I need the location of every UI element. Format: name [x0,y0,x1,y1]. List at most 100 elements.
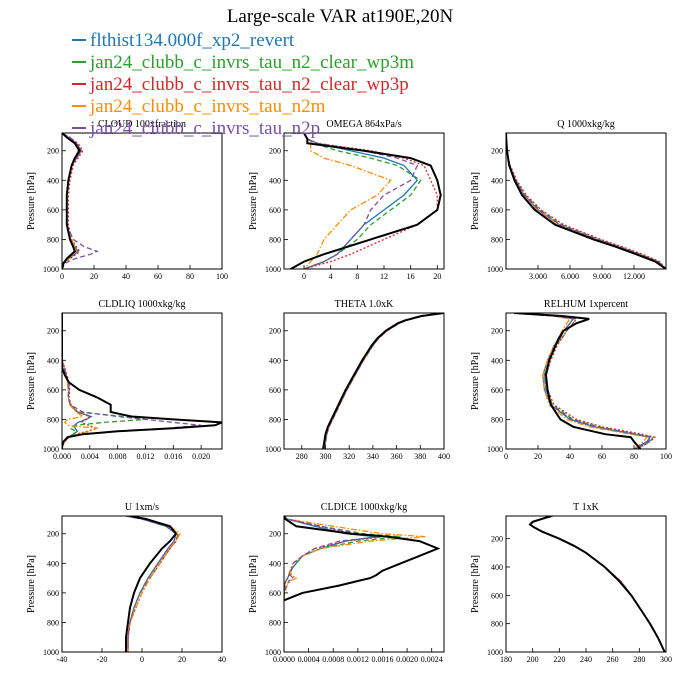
y-tick-label: 1000 [487,265,503,274]
panel-9: T 1xK 180 200 220 240 260 280 300 200 400 600 800 10… [470,502,672,664]
y-tick-label: 200 [47,327,59,336]
figure-title: Large-scale VAR at190E,20N [227,6,454,27]
y-tick-label: 1000 [265,648,281,657]
panel-4-series-2 [62,313,146,449]
x-tick-label: 0.008 [109,452,127,461]
x-tick-label: 280 [296,452,308,461]
y-tick-label: 600 [491,206,503,215]
y-tick-label: 800 [491,235,503,244]
x-tick-label: 0.0024 [421,655,443,664]
x-tick-label: 40 [566,452,574,461]
y-tick-label: 400 [269,356,281,365]
y-tick-label: 600 [269,206,281,215]
x-tick-label: 0.0012 [347,655,369,664]
panel-2-frame [283,132,445,270]
x-tick-label: 300 [319,452,331,461]
panel-1: CLOUD 100xfraction 0 20 40 60 80 100 200 400 600 8… [26,119,228,281]
panel-2: OMEGA 864xPa/s 0 4 8 12 16 20 200 400 600 800 1000 P… [248,119,445,281]
x-tick-label: 0.016 [164,452,182,461]
y-tick-label: 200 [269,327,281,336]
x-tick-label: 100 [216,272,228,281]
y-tick-label: 600 [269,589,281,598]
y-axis-label: Pressure [hPa] [470,352,481,410]
x-tick-label: 80 [186,272,194,281]
legend-entry: jan24_clubb_c_invrs_tau_n2p [72,118,320,139]
panel-2-series-5 [303,133,419,269]
panel-title: U 1xm/s [125,502,159,513]
panel-9-series-1 [528,516,666,652]
x-tick-label: 260 [607,655,619,664]
panel-2-reference-line [290,133,442,269]
y-tick-label: 600 [47,589,59,598]
panel-2-series-3 [303,133,438,269]
panel-2-series-1 [303,133,419,269]
y-tick-label: 600 [47,206,59,215]
panel-7-series-3 [125,516,179,652]
x-tick-label: 400 [438,452,450,461]
panel-7-reference-line [125,516,178,652]
panel-7: U 1xm/s -40 -20 0 20 40 200 400 600 800 1000 Pressu… [26,502,226,664]
x-tick-label: 180 [500,655,512,664]
panel-title: T 1xK [573,502,599,513]
x-tick-label: 0.012 [136,452,154,461]
x-tick-label: 0.004 [81,452,99,461]
panel-6-series-4 [513,313,648,449]
y-tick-label: 800 [47,415,59,424]
legend-label: jan24_clubb_c_invrs_tau_n2m [89,96,326,117]
x-tick-label: 0.0000 [273,655,295,664]
y-axis-label: Pressure [hPa] [248,555,259,613]
x-tick-label: 0 [60,272,64,281]
y-tick-label: 800 [47,618,59,627]
panel-3-frame [505,132,667,270]
x-tick-label: 380 [414,452,426,461]
panel-9-series-2 [528,516,666,652]
panel-1-frame [61,132,223,270]
y-tick-label: 200 [491,327,503,336]
y-tick-label: 400 [491,563,503,572]
panel-9-frame [505,515,667,653]
panel-8-series-2 [284,516,401,601]
y-tick-label: 800 [47,235,59,244]
x-tick-label: 340 [367,452,379,461]
y-tick-label: 400 [47,559,59,568]
x-tick-label: 40 [122,272,130,281]
panel-4-series-1 [62,313,93,449]
x-tick-label: 80 [630,452,638,461]
x-tick-label: 100 [660,452,672,461]
x-tick-label: 40 [218,655,226,664]
panel-3-series-5 [506,133,666,269]
legend-label: jan24_clubb_c_invrs_tau_n2p [89,118,320,139]
x-tick-label: 16 [407,272,415,281]
y-axis-label: Pressure [hPa] [470,172,481,230]
panel-8-reference-line [284,516,441,602]
panel-8-series-4 [284,516,426,601]
panel-title: CLDICE 1000xkg/kg [321,502,407,513]
x-tick-label: 0 [504,452,508,461]
panel-7-series-1 [125,516,177,652]
x-tick-label: 6.000 [561,272,579,281]
y-tick-label: 600 [491,386,503,395]
y-tick-label: 400 [269,559,281,568]
x-tick-label: 0.0008 [322,655,344,664]
x-tick-label: 300 [660,655,672,664]
legend-label: flthist134.000f_xp2_revert [90,30,295,51]
y-axis-label: Pressure [hPa] [26,352,37,410]
panel-1-series-3 [62,133,84,269]
panel-7-frame [61,515,223,653]
x-tick-label: 20 [433,272,441,281]
x-tick-label: 280 [633,655,645,664]
x-tick-label: 20 [534,452,542,461]
y-tick-label: 400 [47,176,59,185]
legend-entry: jan24_clubb_c_invrs_tau_n2_clear_wp3p [72,74,409,95]
panel-9-reference-line [528,516,666,652]
panel-6-frame [505,312,667,450]
panel-8-frame [283,515,445,653]
panel-7-series-4 [125,516,181,652]
y-tick-label: 600 [491,591,503,600]
panel-7-series-2 [125,516,179,652]
panel-title: CLOUD 100xfraction [98,119,186,130]
panel-9-series-4 [528,516,666,652]
panel-8-series-5 [284,516,383,601]
panel-6-series-3 [513,313,657,449]
panel-5-frame [283,312,445,450]
